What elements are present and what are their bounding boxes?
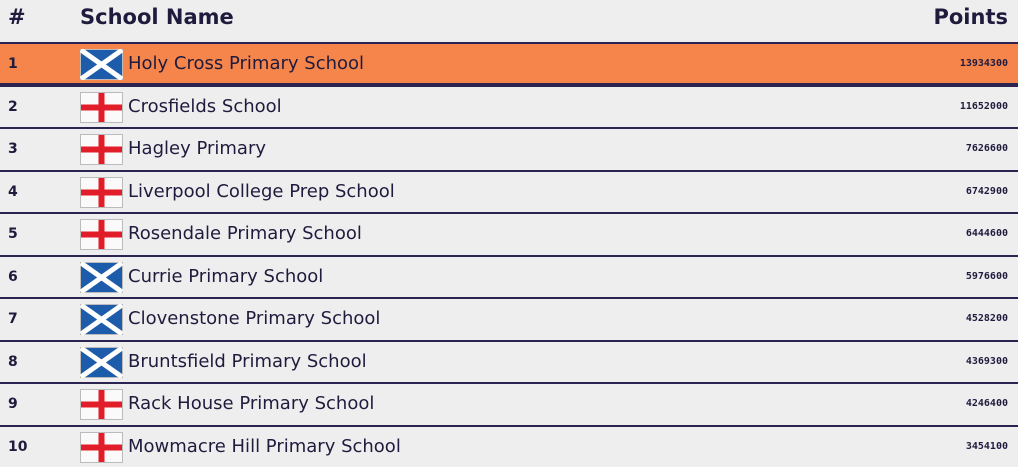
rank: 5: [8, 214, 18, 254]
rank: 2: [8, 87, 18, 127]
rank: 4: [8, 172, 18, 212]
rank: 10: [8, 427, 27, 467]
points: 4369300: [966, 342, 1008, 382]
rank: 7: [8, 299, 18, 339]
rank: 6: [8, 257, 18, 297]
table-row: 9 Rack House Primary School 4246400: [0, 382, 1018, 425]
header-rank: #: [8, 0, 26, 42]
points: 13934300: [960, 44, 1008, 84]
rank: 9: [8, 384, 18, 424]
header-points: Points: [933, 0, 1008, 42]
school-name: Hagley Primary: [128, 129, 266, 169]
school-name: Crosfields School: [128, 87, 282, 127]
table-row: 1 Holy Cross Primary School 13934300: [0, 42, 1018, 85]
school-name: Mowmacre Hill Primary School: [128, 427, 401, 467]
table-row: 2 Crosfields School 11652000: [0, 85, 1018, 128]
table-row: 4 Liverpool College Prep School 6742900: [0, 170, 1018, 213]
points: 6742900: [966, 172, 1008, 212]
flag: [80, 262, 123, 293]
flag: [80, 389, 123, 420]
points: 6444600: [966, 214, 1008, 254]
points: 4528200: [966, 299, 1008, 339]
points: 11652000: [960, 87, 1008, 127]
table-row: 10 Mowmacre Hill Primary School 3454100: [0, 425, 1018, 467]
school-name: Rack House Primary School: [128, 384, 374, 424]
flag: [80, 432, 123, 463]
points: 5976600: [966, 257, 1008, 297]
header-name: School Name: [80, 0, 234, 42]
flag: [80, 304, 123, 335]
rank: 8: [8, 342, 18, 382]
table-row: 8 Bruntsfield Primary School 4369300: [0, 340, 1018, 383]
flag: [80, 49, 123, 80]
school-name: Liverpool College Prep School: [128, 172, 395, 212]
school-name: Rosendale Primary School: [128, 214, 362, 254]
school-name: Currie Primary School: [128, 257, 323, 297]
flag: [80, 134, 123, 165]
school-name: Clovenstone Primary School: [128, 299, 380, 339]
table-row: 7 Clovenstone Primary School 4528200: [0, 297, 1018, 340]
flag: [80, 177, 123, 208]
table-row: 3 Hagley Primary 7626600: [0, 127, 1018, 170]
flag: [80, 92, 123, 123]
school-name: Holy Cross Primary School: [128, 44, 364, 84]
table-row: 5 Rosendale Primary School 6444600: [0, 212, 1018, 255]
rank: 3: [8, 129, 18, 169]
points: 3454100: [966, 427, 1008, 467]
points: 7626600: [966, 129, 1008, 169]
rank: 1: [8, 44, 18, 84]
points: 4246400: [966, 384, 1008, 424]
flag: [80, 347, 123, 378]
school-name: Bruntsfield Primary School: [128, 342, 367, 382]
flag: [80, 219, 123, 250]
table-row: 6 Currie Primary School 5976600: [0, 255, 1018, 298]
